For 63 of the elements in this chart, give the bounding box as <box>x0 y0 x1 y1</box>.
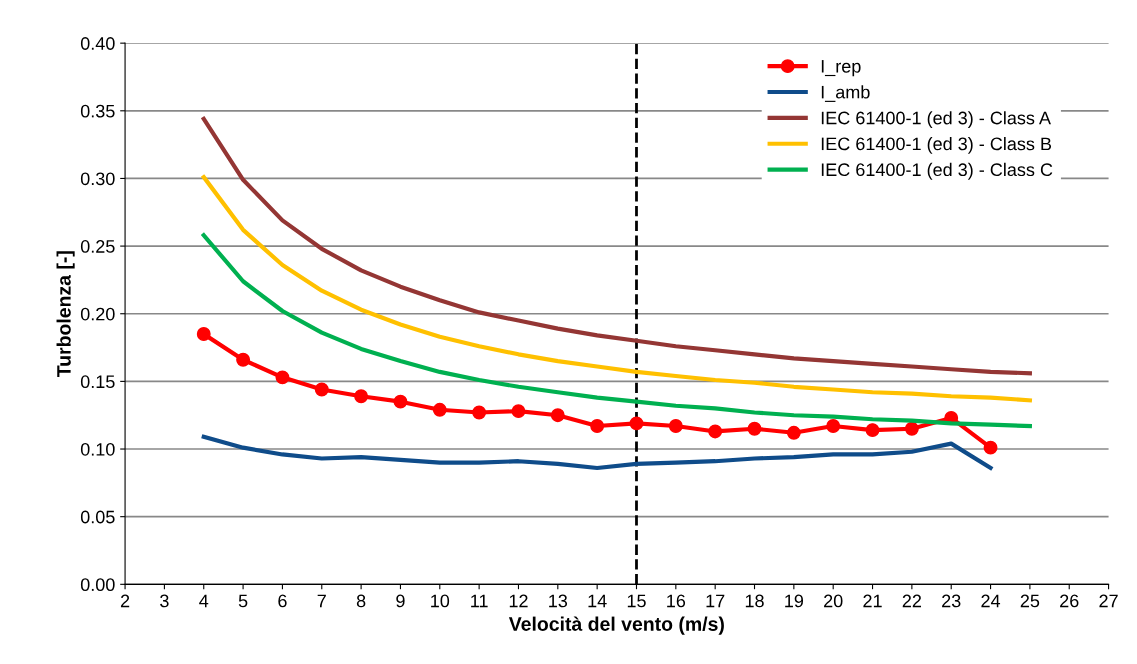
point <box>393 394 408 409</box>
point <box>786 425 801 440</box>
legend-label: IEC 61400-1 (ed 3) - Class B <box>821 136 1052 154</box>
y-tick-label: 0.25 <box>80 240 115 253</box>
point <box>747 421 762 436</box>
x-tick-label: 4 <box>199 594 209 608</box>
legend-label: I_amb <box>821 85 870 102</box>
y-tick-label: 0.15 <box>80 375 115 389</box>
x-tick-label: 26 <box>1060 594 1079 608</box>
point <box>275 370 290 385</box>
x-tick-label: 14 <box>588 594 607 608</box>
point <box>472 405 487 420</box>
y-tick-label: 0.40 <box>80 37 115 50</box>
legend-label: IEC 61400-1 (ed 3) - Class C <box>821 162 1053 180</box>
point <box>236 352 251 367</box>
point <box>983 440 998 455</box>
x-tick-label: 12 <box>509 594 528 608</box>
x-tick-label: 10 <box>431 594 450 608</box>
line-series <box>201 434 993 471</box>
point <box>708 424 723 439</box>
x-tick-label: 23 <box>942 594 961 608</box>
x-tick-label: 11 <box>471 594 488 608</box>
x-tick-label: 8 <box>356 594 366 608</box>
y-tick-label: 0.20 <box>80 307 115 321</box>
x-tick-label: 5 <box>238 594 248 608</box>
x-tick-label: 24 <box>981 594 1001 608</box>
y-tick-label: 0.35 <box>80 104 115 118</box>
point <box>314 382 329 397</box>
x-axis-title: Velocità del vento (m/s) <box>508 616 724 635</box>
legend-label: IEC 61400-1 (ed 3) - Class A <box>821 111 1051 128</box>
x-tick-label: 3 <box>160 594 169 608</box>
x-tick-label: 13 <box>549 594 568 608</box>
point <box>904 421 919 436</box>
y-tick-label: 0.30 <box>80 172 115 186</box>
x-tick-label: 22 <box>902 594 922 608</box>
x-tick-label: 2 <box>120 594 130 608</box>
x-tick-label: 18 <box>745 594 764 608</box>
point <box>590 419 605 433</box>
point <box>196 327 211 341</box>
x-tick-label: 6 <box>278 594 287 608</box>
point <box>629 416 644 431</box>
x-tick-label: 7 <box>317 594 326 608</box>
x-tick-label: 17 <box>706 594 725 608</box>
legend-label: I_rep <box>821 60 861 77</box>
point <box>826 419 841 433</box>
point <box>432 402 447 417</box>
x-tick-label: 27 <box>1099 594 1118 608</box>
y-tick-label: 0.00 <box>80 578 115 592</box>
y-tick-label: 0.10 <box>80 442 115 456</box>
y-axis-title: Turbolenza [-] <box>56 251 75 378</box>
point <box>865 423 880 438</box>
x-tick-label: 20 <box>824 594 843 608</box>
y-tick-label: 0.05 <box>80 510 115 524</box>
x-tick-label: 25 <box>1020 594 1040 608</box>
x-tick-label: 16 <box>667 594 686 608</box>
point <box>354 389 369 404</box>
x-tick-label: 19 <box>785 594 804 608</box>
x-tick-label: 15 <box>627 594 646 608</box>
x-tick-label: 21 <box>863 594 882 608</box>
point <box>550 408 565 423</box>
point <box>511 404 526 419</box>
point <box>668 419 683 433</box>
x-tick-label: 9 <box>396 594 405 608</box>
